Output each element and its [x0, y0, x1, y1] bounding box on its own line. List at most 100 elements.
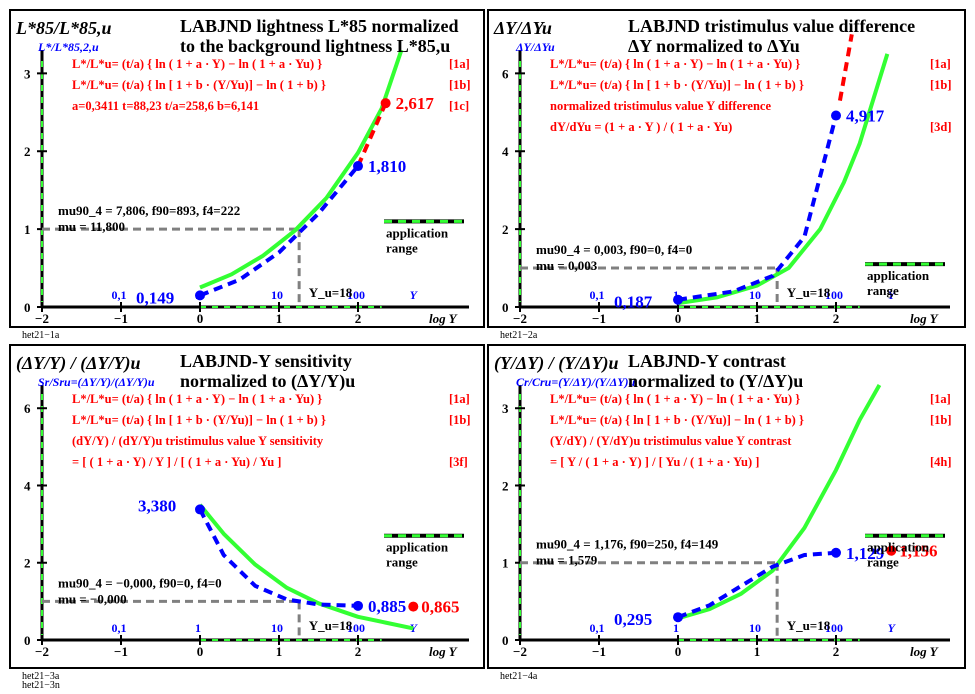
y-tick-label: 2: [24, 556, 31, 571]
y-tick-label: 6: [24, 401, 31, 416]
blue-axis-var: Y: [410, 621, 419, 635]
corner-label: (ΔY/Y) / (ΔY/Y)u: [16, 353, 141, 374]
y-tick-label: 4: [24, 478, 31, 493]
equation-tag: [1b]: [930, 413, 952, 427]
y-axis-label: L*/L*85,2,u: [37, 40, 99, 54]
marker-blue: [673, 294, 683, 305]
series-solid-green: [677, 53, 890, 306]
legend-text: range: [386, 555, 418, 570]
value-label: 1,156: [899, 542, 937, 561]
equation-line: (Y/dY) / (Y/dY)u tristimulus value Y con…: [550, 434, 792, 448]
marker-blue: [673, 612, 683, 623]
equation-tag: [1a]: [449, 57, 470, 71]
marker-blue: [831, 110, 841, 121]
y-tick-label: 2: [24, 144, 31, 159]
series-dashed-red: [356, 102, 388, 167]
x-tick-label: 2: [833, 644, 840, 659]
y-tick-label: 0: [24, 300, 31, 315]
marker-blue: [831, 547, 841, 558]
y-tick-label: 0: [502, 633, 509, 648]
panel-title: normalized to (ΔY/Y)u: [180, 371, 355, 392]
marker-red: [380, 98, 391, 109]
blue-tick-label: 10: [271, 288, 283, 302]
blue-tick-label: 10: [749, 621, 761, 635]
y-tick-label: 4: [502, 144, 509, 159]
legend-text: range: [867, 283, 899, 298]
blue-tick-label: 1: [195, 621, 201, 635]
x-tick-label: 2: [355, 311, 362, 326]
info-line: mu = 11,800: [58, 219, 125, 234]
value-label: 2,617: [396, 94, 435, 113]
series-solid-green: [199, 49, 404, 290]
legend-text: range: [386, 240, 418, 255]
y-tick-label: 0: [502, 300, 509, 315]
panel-footnote: het21−3a: [22, 671, 60, 682]
x-tick-label: −2: [35, 644, 49, 659]
panel-3a: 0 2 4 6 −2 −1 0 1 2 log Y 0,1 1 10 100 Y Y_u=18 3,380 0,8…: [9, 344, 485, 682]
panel-title: ΔY normalized to ΔYu: [628, 36, 800, 56]
panel-4a: 0 1 2 3 −2 −1 0 1 2 log Y 0,1 1 10 100 Y Y_u=18 0,295 1,1…: [487, 344, 966, 682]
equation-line: L*/L*u= (t/a) { ln [ 1 + b · (Y/Yu)] − l…: [72, 78, 326, 92]
equation-tag: [3d]: [930, 120, 952, 134]
y-axis-label: Cr/Cru=(Y/ΔY)/(Y/ΔY)u: [516, 375, 636, 389]
equation-tag: [3f]: [449, 455, 468, 469]
x-tick-label: 2: [833, 311, 840, 326]
blue-tick-label: 100: [347, 288, 365, 302]
equation-tag: [1c]: [449, 99, 469, 113]
y-tick-label: 0: [24, 633, 31, 648]
equation-line: L*/L*u= (t/a) { ln ( 1 + a · Y) − ln ( 1…: [72, 57, 322, 71]
y-tick-label: 1: [502, 556, 509, 571]
panel-title: LABJND lightness L*85 normalized: [180, 16, 459, 36]
info-line: mu = 1,579: [536, 553, 598, 568]
value-label: 3,380: [138, 496, 176, 515]
x-tick-label: 1: [754, 311, 761, 326]
equation-line: L*/L*u= (t/a) { ln ( 1 + a · Y) − ln ( 1…: [72, 392, 322, 406]
panel-title: LABJND-Y sensitivity: [180, 351, 352, 371]
panel-title: LABJND tristimulus value difference: [628, 16, 915, 36]
x-tick-label: −2: [513, 644, 527, 659]
blue-tick-label: 1: [673, 288, 679, 302]
blue-tick-label: 10: [749, 288, 761, 302]
blue-tick-label: 100: [347, 621, 365, 635]
panel-2a: 0 2 4 6 −2 −1 0 1 2 log Y 0,1 1 10 100 Y Y_u=18 0,187 4,9…: [487, 9, 966, 341]
value-label: 0,885: [368, 597, 406, 616]
yu-label: Y_u=18: [309, 285, 353, 300]
x-tick-label: 0: [675, 311, 682, 326]
legend-text: range: [867, 555, 899, 570]
x-tick-label: −1: [114, 311, 128, 326]
panel-title: normalized to (Y/ΔY)u: [628, 371, 803, 392]
x-tick-label: 1: [754, 644, 761, 659]
legend-text: application: [867, 540, 930, 555]
y-tick-label: 3: [24, 66, 31, 81]
blue-tick-label: 100: [825, 621, 843, 635]
legend-text: application: [386, 225, 449, 240]
series-dashed-red: [837, 34, 854, 101]
corner-label: L*85/L*85,u: [15, 18, 112, 38]
equation-line: L*/L*u= (t/a) { ln ( 1 + a · Y) − ln ( 1…: [550, 57, 800, 71]
yu-label: Y_u=18: [309, 618, 353, 633]
y-tick-label: 1: [24, 222, 31, 237]
blue-tick-label: 100: [825, 288, 843, 302]
equation-line: = [ Y / ( 1 + a · Y) ] / [ Yu / ( 1 + a …: [550, 455, 759, 469]
equation-tag: [1b]: [449, 413, 471, 427]
blue-tick-label: 1: [673, 621, 679, 635]
value-label: 0,187: [614, 293, 653, 312]
yu-label: Y_u=18: [787, 285, 831, 300]
legend-text: application: [867, 268, 930, 283]
panel-frame: [9, 344, 485, 669]
y-tick-label: 2: [502, 478, 509, 493]
sheet-footer: het21−3n: [22, 680, 60, 691]
panel-frame: [9, 9, 485, 328]
corner-label: ΔY/ΔYu: [493, 18, 552, 38]
y-tick-label: 6: [502, 66, 509, 81]
blue-axis-var: Y: [888, 621, 897, 635]
equation-line: dY/dYu = (1 + a · Y ) / ( 1 + a · Yu): [550, 120, 732, 134]
equation-line: L*/L*u= (t/a) { ln [ 1 + b · (Y/Yu)] − l…: [72, 413, 326, 427]
x-tick-label: 1: [276, 644, 283, 659]
info-line: mu = −0,000: [58, 591, 127, 606]
blue-axis-var: Y: [888, 288, 897, 302]
blue-tick-label: 0,1: [590, 288, 605, 302]
